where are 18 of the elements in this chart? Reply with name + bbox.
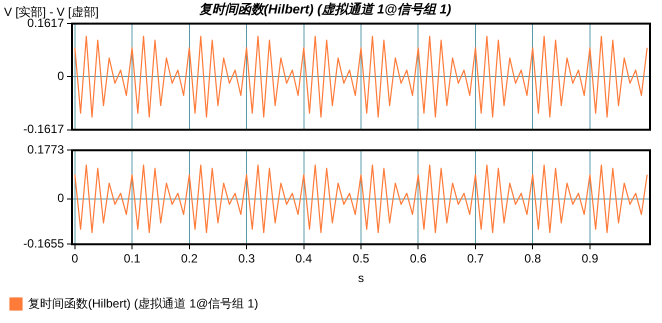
x-tick-label: 0.8 bbox=[524, 252, 542, 266]
chart-title: 复时间函数(Hilbert) (虚拟通道 1@信号组 1) bbox=[198, 1, 452, 16]
y-tick-label: 0.1773 bbox=[27, 142, 64, 157]
x-tick-label: 0.2 bbox=[180, 252, 198, 266]
y-tick-label: -0.1617 bbox=[23, 122, 64, 136]
y-tick-label: -0.1655 bbox=[23, 236, 64, 251]
x-tick-label: 0.6 bbox=[410, 252, 427, 266]
x-axis-title: s bbox=[358, 271, 364, 286]
x-tick-label: 0.1 bbox=[124, 252, 141, 266]
y-tick-label: 0 bbox=[57, 69, 64, 84]
x-tick-label: 0.7 bbox=[467, 252, 484, 266]
x-tick-label: 0.3 bbox=[238, 252, 256, 266]
x-tick-label: 0 bbox=[72, 252, 79, 266]
x-tick-label: 0.5 bbox=[352, 252, 370, 266]
y-tick-label: 0 bbox=[57, 191, 64, 206]
x-tick-label: 0.4 bbox=[295, 252, 312, 266]
x-tick-label: 0.9 bbox=[582, 252, 599, 266]
legend-label: 复时间函数(Hilbert) (虚拟通道 1@信号组 1) bbox=[28, 296, 258, 310]
